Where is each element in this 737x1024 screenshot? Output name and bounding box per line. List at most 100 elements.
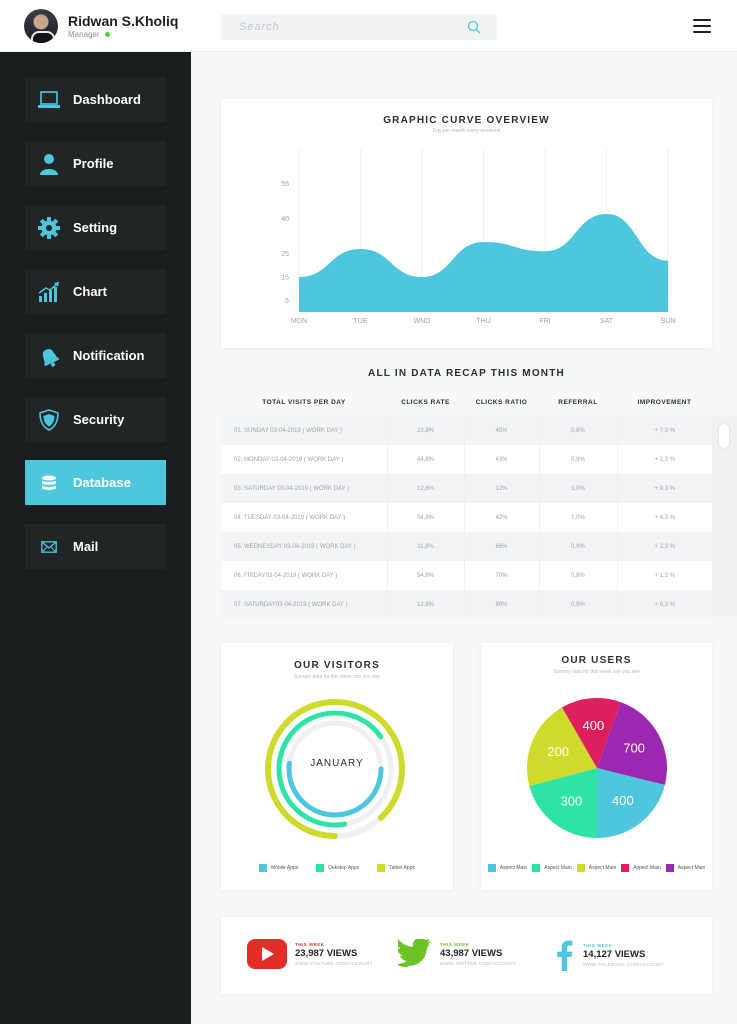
legend-item[interactable]: Aspect Main	[665, 864, 705, 872]
mail-icon	[41, 540, 57, 553]
search-input[interactable]	[221, 14, 451, 40]
social-url: WWW.FACEBOOK.COM/ACCOUNT	[583, 962, 664, 967]
user-role-label: Manager	[68, 30, 100, 39]
youtube-stat[interactable]: THIS WEEK 23,987 VIEWS WWW.YOUTUBE.COM/A…	[247, 939, 373, 969]
table-cell: 54,8%	[387, 561, 465, 590]
youtube-icon	[247, 939, 287, 969]
legend-label: Aspect Main	[588, 865, 617, 871]
column-header[interactable]: REFERRAL	[558, 399, 598, 406]
legend-swatch	[316, 864, 325, 872]
pie-slice[interactable]	[597, 702, 667, 785]
y-tick-label: 15	[281, 275, 289, 282]
table-cell: + 4,3 %	[654, 514, 675, 521]
ring-arc	[265, 699, 405, 839]
sidebar-item-label: Profile	[73, 156, 114, 171]
table-cell: 42%	[464, 503, 540, 532]
pie-slice-label: 400	[612, 793, 634, 808]
user-name: Ridwan S.Kholiq	[68, 13, 179, 29]
column-header[interactable]: TOTAL VISITS PER DAY	[262, 399, 346, 406]
legend-item[interactable]: Aspect Main	[532, 864, 572, 872]
legend-swatch	[576, 864, 585, 872]
table-cell: 44,8%	[387, 445, 465, 474]
sidebar-item-database[interactable]: Database	[25, 460, 166, 505]
recap-title: ALL IN DATA RECAP THIS MONTH	[368, 368, 565, 379]
table-cell: 80%	[464, 590, 540, 619]
y-tick-label: 40	[281, 216, 289, 223]
pie-slice[interactable]	[562, 698, 621, 768]
facebook-stat[interactable]: THIS WEEK 14,127 VIEWS WWW.FACEBOOK.COM/…	[555, 939, 664, 971]
table-cell: + 8,3 %	[654, 601, 675, 608]
table-row[interactable]: 05. WEDNESDAY 03-04-2019 ( WORK DAY ) 11,…	[221, 532, 712, 561]
users-legend: Aspect Main Aspect Main Aspect Main Aspe…	[481, 864, 712, 872]
table-cell: + 9,3 %	[654, 485, 675, 492]
social-week-label: THIS WEEK	[440, 942, 470, 947]
table-cell: + 1,3 %	[654, 572, 675, 579]
legend-swatch	[259, 864, 268, 872]
hamburger-menu-icon[interactable]	[693, 19, 711, 33]
sidebar-item-label: Notification	[73, 348, 145, 363]
table-row[interactable]: 04. TUESDAY 03-04-2019 ( WORK DAY ) 54,8%…	[221, 503, 712, 532]
table-row[interactable]: 01. SUNDAY 03-04-2019 ( WORK DAY ) 23,8% 4…	[221, 416, 712, 445]
sidebar-item-dashboard[interactable]: Dashboard	[25, 77, 166, 122]
sidebar-item-setting[interactable]: Setting	[25, 205, 166, 250]
legend-item[interactable]: Aspect Main	[487, 864, 527, 872]
column-header[interactable]: CLICKS RATE	[401, 399, 450, 406]
pie-slice[interactable]	[529, 768, 597, 838]
table-cell: 45%	[464, 416, 540, 445]
x-tick-label: MON	[291, 318, 307, 325]
table-cell: 0,8%	[539, 561, 618, 590]
legend-swatch	[487, 864, 496, 872]
avatar[interactable]	[24, 9, 58, 43]
gear-icon	[38, 216, 60, 239]
table-row[interactable]: 07. SATURDAY03-04-2019 ( WORK DAY ) 12,8%…	[221, 590, 712, 619]
legend-item[interactable]: Aspect Main	[576, 864, 617, 872]
legend-label: Tablet Apps	[389, 865, 415, 871]
online-status-dot	[104, 32, 110, 38]
legend-item[interactable]: Mobile Apps	[259, 864, 298, 872]
search-icon[interactable]	[467, 20, 481, 34]
sidebar-item-chart[interactable]: Chart	[25, 269, 166, 314]
visitors-card: OUR VISITORS Sumary data for this week c…	[221, 643, 453, 890]
sidebar-item-profile[interactable]: Profile	[25, 141, 166, 186]
pie-slice[interactable]	[597, 768, 665, 838]
table-cell: 12,8%	[387, 590, 465, 619]
table-row[interactable]: 03. SATURDAY 03-04-2019 ( WORK DAY ) 12,8…	[221, 474, 712, 503]
sidebar-item-label: Database	[73, 475, 131, 490]
visitors-legend: Mobile Apps Dekstop Apps Tablet Apps	[221, 864, 453, 872]
y-tick-label: 55	[281, 181, 289, 188]
x-tick-label: THU	[476, 318, 490, 325]
user-icon	[40, 153, 58, 175]
ring-arc	[286, 760, 384, 818]
social-views: 43,987 VIEWS	[440, 948, 503, 959]
table-cell: 05. WEDNESDAY 03-04-2019 ( WORK DAY )	[221, 532, 388, 561]
social-week-label: THIS WEEK	[295, 942, 325, 947]
legend-item[interactable]: Dekstop Apps	[316, 864, 359, 872]
legend-item[interactable]: Aspect Main	[621, 864, 661, 872]
x-tick-label: SUN	[661, 318, 676, 325]
pie-slice[interactable]	[527, 707, 597, 787]
table-cell: 0,9%	[539, 532, 618, 561]
top-header: Ridwan S.Kholiq Manager	[0, 0, 737, 52]
sidebar-item-notification[interactable]: Notification	[25, 333, 166, 378]
table-cell: 02. MONDAY 03-04-2019 ( WORK DAY )	[221, 445, 388, 474]
table-scrollbar-thumb[interactable]	[719, 424, 729, 448]
sidebar-item-security[interactable]: Security	[25, 397, 166, 442]
table-cell: 06. FRIDAY03-04-2019 ( WORK DAY )	[221, 561, 388, 590]
table-cell: 70%	[464, 561, 540, 590]
legend-label: Aspect Main	[544, 865, 572, 871]
visitors-subtitle: Sumary data for this week can you see	[293, 674, 381, 680]
column-header[interactable]: CLICKS RATIO	[475, 399, 528, 406]
users-subtitle: Sumary data for this week can you see	[553, 669, 640, 675]
table-scrollbar-track[interactable]	[712, 416, 737, 616]
sidebar-item-label: Dashboard	[73, 92, 141, 107]
table-row[interactable]: 02. MONDAY 03-04-2019 ( WORK DAY ) 44,8% 4…	[221, 445, 712, 474]
x-tick-label: FRI	[539, 318, 550, 325]
legend-item[interactable]: Tablet Apps	[377, 864, 415, 872]
bell-icon	[42, 348, 60, 367]
y-tick-label: 5	[285, 298, 289, 305]
sidebar-item-mail[interactable]: Mail	[25, 524, 166, 569]
twitter-stat[interactable]: THIS WEEK 43,987 VIEWS WWW.TWITTER.COM/A…	[398, 939, 516, 969]
column-header[interactable]: IMPROVEMENT	[637, 399, 692, 406]
table-row[interactable]: 06. FRIDAY03-04-2019 ( WORK DAY ) 54,8% 70…	[221, 561, 712, 590]
sidebar: Dashboard Profile Setting Chart Notifica…	[0, 52, 191, 1024]
